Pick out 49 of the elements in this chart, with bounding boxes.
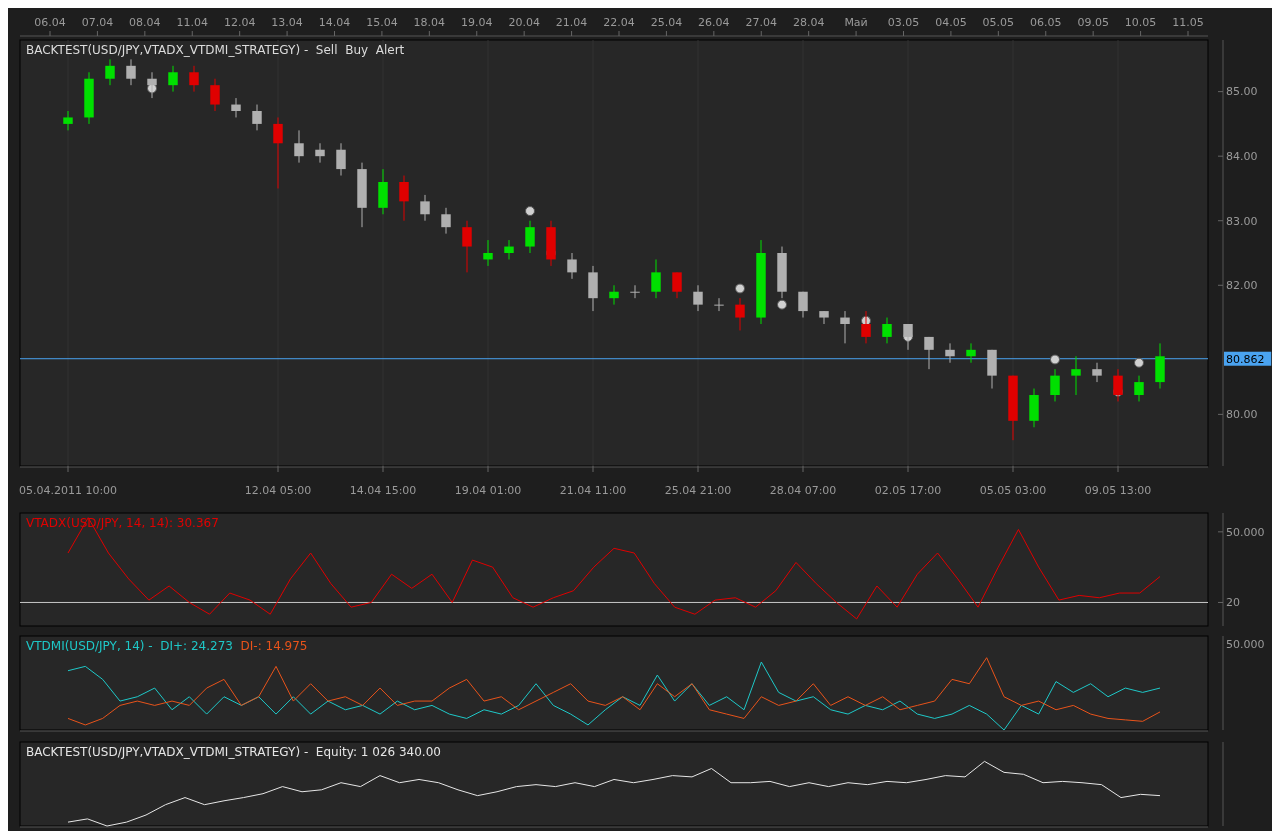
chart-title: BACKTEST(USD/JPY,VTADX_VTDMI_STRATEGY) - Sell Buy Alert: [26, 43, 405, 57]
text: 20.04: [508, 16, 540, 29]
x-tick-label: 02.05 17:00: [874, 484, 942, 497]
text: 28.04: [792, 16, 825, 29]
x-tick-label: 05.04.2011 10:00: [18, 484, 118, 497]
text: 05.05: [982, 16, 1015, 29]
chart-title: VTDMI(USD/JPY, 14) -: [26, 639, 157, 653]
x-tick-label: 09.05 13:00: [1084, 484, 1152, 497]
y-tick-label: 85.00: [1226, 85, 1258, 99]
y-tick-label: 20: [1226, 596, 1240, 610]
text: 22.04: [603, 16, 635, 29]
series-label: DI-: 14.975: [232, 639, 308, 653]
text: 11.04: [176, 16, 208, 29]
series-label: Equity: 1 026 340.00: [312, 745, 441, 759]
x-tick-label: 19.04 01:00: [454, 484, 522, 497]
ref-line-label: 80.862: [1226, 352, 1265, 366]
x-tick-label: 12.04 05:00: [244, 484, 312, 497]
x-tick-label: 14.04 15:00: [349, 484, 417, 497]
text: 26.04: [698, 16, 730, 29]
text: 04.05: [935, 16, 967, 29]
text: 19.04: [461, 16, 493, 29]
chart-title: BACKTEST(USD/JPY,VTADX_VTDMI_STRATEGY) -: [26, 745, 313, 759]
text: DI+: 24.273: [156, 639, 233, 653]
text: 12.04: [223, 16, 256, 29]
text: 06.05: [1030, 16, 1062, 29]
text: 06.04: [34, 16, 66, 29]
y-tick-label: 50.000: [1226, 525, 1265, 539]
text: 27.04: [745, 16, 777, 29]
text: 11.05: [1172, 16, 1204, 29]
x-tick-label: 28.04 07:00: [769, 484, 837, 497]
text: 15.04: [366, 16, 398, 29]
text: 21.04: [555, 16, 588, 29]
y-tick-label: 84.00: [1226, 150, 1258, 164]
text: 07.04: [81, 16, 114, 29]
x-tick-label: 21.04 11:00: [559, 484, 627, 497]
x-tick-label: 05.05 03:00: [979, 484, 1047, 497]
text: 03.05: [887, 16, 920, 29]
text: Май: [844, 16, 868, 29]
x-tick-label: 25.04 21:00: [664, 484, 732, 497]
text: 13.04: [271, 16, 303, 29]
text: 10.05: [1124, 16, 1157, 29]
text: 09.05: [1077, 16, 1109, 29]
text: 14.04: [318, 16, 351, 29]
text: 25.04: [650, 16, 683, 29]
y-tick-label: 82.00: [1226, 279, 1258, 293]
y-tick-label: 83.00: [1226, 214, 1258, 228]
y-tick-label: 80.00: [1226, 408, 1258, 422]
text: 08.04: [129, 16, 161, 29]
text: 18.04: [413, 16, 446, 29]
